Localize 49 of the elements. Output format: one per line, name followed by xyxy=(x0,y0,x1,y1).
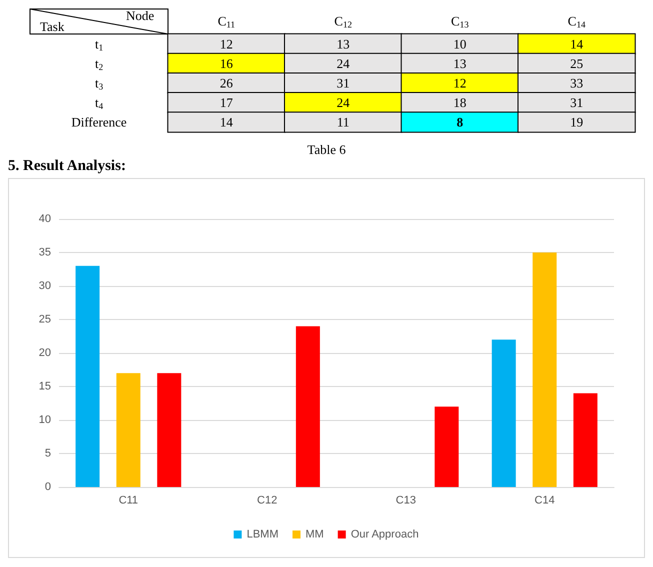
chart-title: 5. Result Analysis: xyxy=(8,158,127,176)
data-label: 10 xyxy=(453,36,466,52)
data-label: 14 xyxy=(570,36,584,52)
y-tick-label: Difference xyxy=(71,114,127,130)
data-label: 14 xyxy=(220,114,234,130)
y-tick-label: 5 xyxy=(44,448,51,460)
data-label: 13 xyxy=(336,36,350,52)
data-label: 8 xyxy=(456,114,464,130)
bar xyxy=(492,340,516,487)
x-tick-label: C12 xyxy=(257,494,278,506)
y-tick-label: 25 xyxy=(38,314,51,326)
data-label: 18 xyxy=(453,95,466,110)
bar xyxy=(434,406,459,487)
x-tick-label: C14 xyxy=(534,494,555,506)
legend-label: MM xyxy=(305,528,324,540)
bar xyxy=(157,373,182,487)
data-label: 31 xyxy=(336,76,350,90)
bar xyxy=(76,266,100,487)
bar xyxy=(532,252,557,487)
x-tick-label: C11 xyxy=(118,494,138,506)
data-label: 13 xyxy=(453,56,466,71)
bar xyxy=(296,326,320,487)
caption: Table 6 xyxy=(307,142,346,157)
data-label: 12 xyxy=(220,36,233,52)
bar xyxy=(573,393,598,487)
data-label: 31 xyxy=(570,95,584,110)
y-tick-label: 30 xyxy=(38,280,51,292)
bar xyxy=(116,373,140,487)
y-tick-label: 0 xyxy=(44,481,51,493)
x-axis-title: Node xyxy=(126,8,154,23)
data-label: 25 xyxy=(570,56,584,71)
y-tick-label: 35 xyxy=(38,246,51,258)
data-label: 12 xyxy=(453,76,466,90)
data-label: 11 xyxy=(336,114,350,130)
legend-label: LBMM xyxy=(246,528,278,540)
y-tick-label: 20 xyxy=(38,347,51,359)
x-tick-label: C13 xyxy=(396,494,416,506)
data-label: 33 xyxy=(570,76,584,90)
legend-label: Our Approach xyxy=(350,528,419,540)
data-label: 24 xyxy=(336,95,350,110)
y-tick-label: 10 xyxy=(38,414,51,426)
data-label: 16 xyxy=(220,56,234,71)
y-tick-label: 15 xyxy=(38,380,51,392)
data-label: 24 xyxy=(336,56,350,71)
y-tick-label: 40 xyxy=(38,213,51,225)
data-label: 17 xyxy=(220,95,234,110)
y-axis-title: Task xyxy=(40,19,65,34)
data-label: 19 xyxy=(570,114,584,130)
data-label: 26 xyxy=(220,76,234,90)
